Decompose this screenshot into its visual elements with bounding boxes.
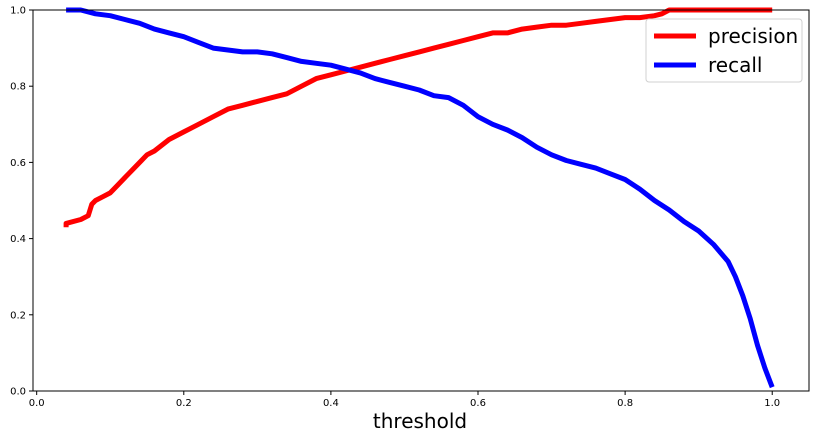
y-tick-label: 0.0 xyxy=(10,387,26,398)
y-tick-label: 0.4 xyxy=(10,234,26,245)
y-axis-ticks: 0.0 0.2 0.4 0.6 0.8 1.0 xyxy=(10,6,33,398)
y-tick-label: 0.8 xyxy=(10,82,26,93)
series-line-recall xyxy=(66,7,775,389)
y-tick-label: 0.2 xyxy=(10,310,26,321)
legend: precision recall xyxy=(645,18,803,83)
legend-label-recall: recall xyxy=(708,53,762,77)
x-tick-label: 0.6 xyxy=(470,398,486,409)
y-tick-label: 0.6 xyxy=(10,158,26,169)
x-tick-label: 0.2 xyxy=(176,398,192,409)
x-tick-label: 0.4 xyxy=(323,398,339,409)
plot-frame xyxy=(32,9,810,392)
lines-layer xyxy=(63,7,775,389)
y-tick-label: 1.0 xyxy=(10,6,26,17)
x-tick-label: 0.0 xyxy=(29,398,45,409)
x-tick-label: 1.0 xyxy=(764,398,780,409)
legend-label-precision: precision xyxy=(708,24,798,48)
x-axis-title: threshold xyxy=(373,409,467,433)
x-tick-label: 0.8 xyxy=(617,398,633,409)
x-axis-ticks: 0.0 0.2 0.4 0.6 0.8 1.0 xyxy=(29,391,780,409)
